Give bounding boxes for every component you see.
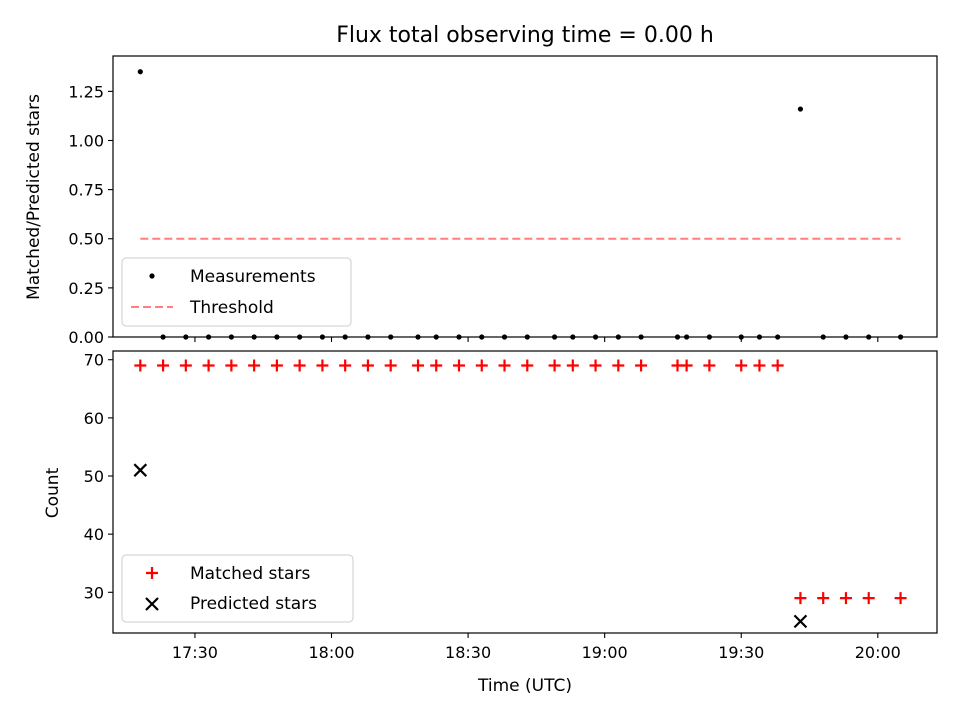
matched-stars-point — [339, 359, 352, 372]
matched-stars-point — [521, 359, 534, 372]
matched-stars-point — [703, 359, 716, 372]
bottom-chart-y-ticks: 30 40 50 60 70 — [84, 351, 113, 602]
matched-stars-point — [384, 359, 397, 372]
legend-predicted-stars-marker — [145, 597, 159, 611]
matched-stars-point — [452, 359, 465, 372]
matched-stars-point — [839, 592, 852, 605]
matched-stars-point — [475, 359, 488, 372]
top-chart-legend-box — [121, 257, 352, 327]
matched-stars-point — [548, 359, 561, 372]
matched-stars-point — [430, 359, 443, 372]
bottom-y-tick-label: 70 — [84, 351, 104, 370]
matched-stars-point — [202, 359, 215, 372]
top-y-tick-label: 1.00 — [68, 131, 104, 150]
x-tick-label: 19:00 — [582, 643, 628, 662]
bottom-y-tick-label: 60 — [84, 409, 104, 428]
legend-matched-stars-label: Matched stars — [190, 564, 310, 584]
top-chart-frame — [112, 55, 938, 338]
top-y-tick-label: 0.50 — [68, 230, 104, 249]
top-y-tick-label: 0.00 — [68, 328, 104, 347]
matched-stars-point — [735, 359, 748, 372]
predicted-stars-point — [133, 463, 148, 477]
matched-stars-point — [293, 359, 306, 372]
predicted-stars-point — [793, 614, 808, 629]
matched-stars-point — [894, 592, 907, 605]
top-chart-legend: Measurements Threshold — [121, 257, 352, 327]
matched-stars-point — [316, 359, 329, 372]
matched-stars-point — [225, 359, 238, 372]
matched-stars-point — [248, 359, 261, 372]
matched-stars-point — [361, 359, 374, 372]
matched-stars-point — [270, 359, 283, 372]
x-tick-label: 18:00 — [308, 643, 354, 662]
top-y-tick-label: 0.25 — [68, 279, 104, 298]
x-tick-label: 20:00 — [855, 643, 901, 662]
top-chart: 0.00 0.25 0.50 0.75 1.00 1.25 Matched/Predict… — [24, 55, 938, 347]
top-y-tick-label: 0.75 — [68, 181, 104, 200]
top-chart-y-ticks: 0.00 0.25 0.50 0.75 1.00 1.25 — [68, 82, 113, 347]
top-chart-x-ticks — [194, 337, 879, 342]
legend-matched-stars-marker — [146, 567, 158, 579]
legend-predicted-stars-label: Predicted stars — [190, 594, 317, 614]
top-chart-title: Flux total observing time = 0.00 h — [336, 23, 714, 48]
matched-stars-point — [635, 359, 648, 372]
matched-stars-point — [612, 359, 625, 372]
matched-stars-point — [862, 592, 875, 605]
bottom-y-tick-label: 40 — [84, 525, 104, 544]
bottom-chart-y-axis-label: Count — [43, 467, 63, 518]
bottom-chart-series — [133, 359, 907, 629]
x-tick-label: 19:30 — [718, 643, 764, 662]
top-y-tick-label: 1.25 — [68, 82, 104, 101]
bottom-chart-legend-box — [121, 554, 354, 623]
matched-stars-point — [753, 359, 766, 372]
legend-measurements-label: Measurements — [190, 267, 316, 287]
legend-measurements-marker — [149, 273, 155, 279]
matched-stars-point — [412, 359, 425, 372]
matched-stars-point — [157, 359, 170, 372]
bottom-y-tick-label: 50 — [84, 467, 104, 486]
measurements-point — [797, 106, 804, 112]
measurements-point — [137, 69, 143, 75]
matched-stars-point — [589, 359, 602, 372]
matched-stars-point — [817, 592, 830, 605]
bottom-y-tick-label: 30 — [84, 583, 104, 602]
x-tick-label: 18:30 — [445, 643, 491, 662]
bottom-chart: 30 40 50 60 70 17:30 18:00 18:30 19:00 19:30 20:0… — [43, 350, 938, 696]
matched-stars-point — [771, 359, 784, 372]
matched-stars-point — [498, 359, 511, 372]
matched-stars-point — [680, 359, 693, 372]
legend-threshold-label: Threshold — [189, 298, 274, 318]
matched-stars-point — [134, 359, 147, 372]
bottom-chart-legend: Matched stars Predicted stars — [121, 554, 354, 623]
top-chart-series — [137, 69, 904, 340]
matched-stars-point — [179, 359, 192, 372]
matched-stars-point — [566, 359, 579, 372]
matched-stars-point — [794, 592, 807, 605]
bottom-chart-x-ticks: 17:30 18:00 18:30 19:00 19:30 20:00 — [172, 633, 901, 662]
x-tick-label: 17:30 — [172, 643, 218, 662]
top-chart-y-axis-label: Matched/Predicted stars — [24, 94, 44, 300]
bottom-chart-frame — [112, 350, 938, 634]
bottom-chart-x-axis-label: Time (UTC) — [477, 676, 572, 696]
